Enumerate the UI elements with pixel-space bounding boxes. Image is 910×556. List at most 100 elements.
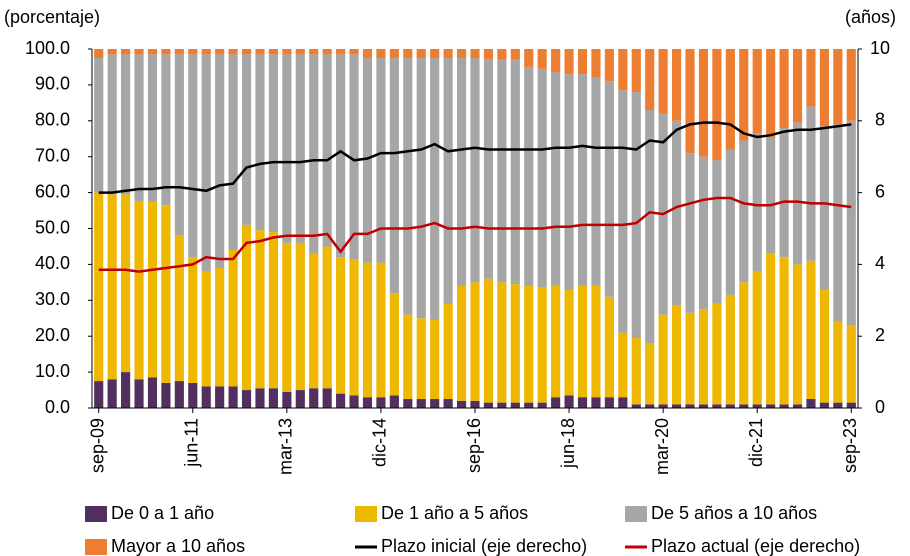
bar-segment: [201, 54, 211, 272]
bar-segment: [510, 49, 520, 60]
bar-segment: [403, 314, 413, 400]
bar-segment: [309, 388, 319, 408]
bar-segment: [389, 395, 399, 408]
bar-segment: [147, 54, 158, 202]
bar-segment: [779, 404, 789, 408]
bar-segment: [416, 57, 426, 319]
y2-axis-label: (años): [845, 7, 896, 27]
bar-segment: [846, 120, 856, 326]
bar-segment: [134, 54, 144, 202]
bar-segment: [564, 74, 574, 290]
bar-segment: [215, 49, 225, 55]
bar-segment: [322, 49, 332, 55]
bar-segment: [295, 49, 305, 55]
bar-segment: [322, 54, 332, 247]
bar-segment: [712, 160, 722, 304]
bar-segment: [846, 402, 856, 408]
bar-segment: [698, 49, 709, 157]
bar-segment: [255, 54, 265, 231]
line-series: [98, 196, 852, 273]
bar-segment: [685, 312, 695, 405]
bar-segment: [349, 259, 359, 396]
bar-segment: [443, 49, 453, 58]
bar-segment: [497, 59, 507, 283]
bar-segment: [134, 201, 144, 380]
y2-tick-label: 10: [870, 38, 890, 58]
bar-segment: [188, 49, 198, 55]
bar-segment: [376, 262, 386, 398]
bar-segment: [430, 320, 440, 400]
bar-segment: [349, 54, 359, 260]
bar-segment: [456, 49, 467, 58]
bar-segment: [268, 54, 278, 233]
bar-segment: [215, 267, 225, 387]
bar-segment: [443, 57, 453, 304]
bar-segment: [779, 257, 789, 405]
bar-segment: [537, 287, 547, 403]
bar-segment: [658, 314, 668, 405]
bar-segment: [268, 49, 278, 55]
bar-segment: [94, 57, 104, 193]
bar-segment: [470, 49, 480, 58]
bar-segment: [604, 397, 614, 408]
bar-segment: [309, 49, 319, 55]
bar-segment: [416, 399, 426, 408]
bar-segment: [336, 393, 346, 408]
bar-segment: [268, 388, 278, 408]
bar-segment: [537, 68, 547, 288]
bar-segment: [94, 381, 104, 408]
bar-segment: [537, 402, 547, 408]
bar-segment: [604, 81, 614, 297]
bar-segment: [241, 390, 252, 408]
bar-segment: [228, 386, 238, 408]
bar-segment: [725, 149, 735, 295]
bar-segment: [725, 294, 735, 405]
bar-segment: [456, 285, 467, 401]
bar-segment: [416, 318, 426, 400]
bar-segment: [591, 397, 601, 408]
bar-segment: [470, 400, 480, 408]
bar-segment: [819, 402, 829, 408]
bar-segment: [349, 49, 359, 55]
bar-segment: [725, 49, 735, 150]
bar-segment: [403, 49, 413, 58]
bar-segment: [161, 49, 171, 55]
bar-segment: [685, 49, 695, 154]
bar-segment: [766, 253, 776, 405]
bar-segment: [604, 296, 614, 398]
bar-segment: [282, 54, 292, 243]
bar-segment: [174, 381, 184, 408]
bar-segment: [483, 278, 494, 403]
bar-segment: [685, 153, 695, 313]
bar-segment: [524, 285, 534, 403]
legend-label: De 1 año a 5 años: [381, 503, 528, 523]
bar-segment: [631, 337, 641, 405]
bar-segment: [564, 49, 574, 75]
y-tick-label: 60.0: [35, 181, 70, 201]
bar-segment: [430, 57, 440, 321]
bar-segment: [698, 156, 709, 310]
bar-segment: [389, 293, 399, 396]
bar-segment: [551, 397, 561, 408]
bar-segment: [174, 235, 184, 382]
bar-segment: [766, 136, 776, 254]
x-tick-label: jun-18: [558, 418, 578, 469]
bar-segment: [121, 54, 131, 195]
bar-segment: [833, 321, 843, 403]
x-tick-label: sep-16: [464, 418, 484, 473]
bar-segment: [725, 404, 735, 408]
bar-segment: [618, 332, 628, 398]
bar-segment: [779, 49, 789, 128]
bar-segment: [255, 230, 265, 389]
bar-segment: [806, 399, 816, 408]
bar-segment: [819, 49, 829, 127]
bar-segment: [483, 49, 494, 60]
bar-segment: [134, 49, 144, 55]
bar-segment: [577, 397, 588, 408]
bar-segment: [403, 57, 413, 315]
x-tick-label: jun-11: [182, 418, 202, 468]
bar-segment: [241, 224, 252, 391]
legend-label: Mayor a 10 años: [111, 536, 245, 556]
bar-segment: [819, 126, 829, 290]
